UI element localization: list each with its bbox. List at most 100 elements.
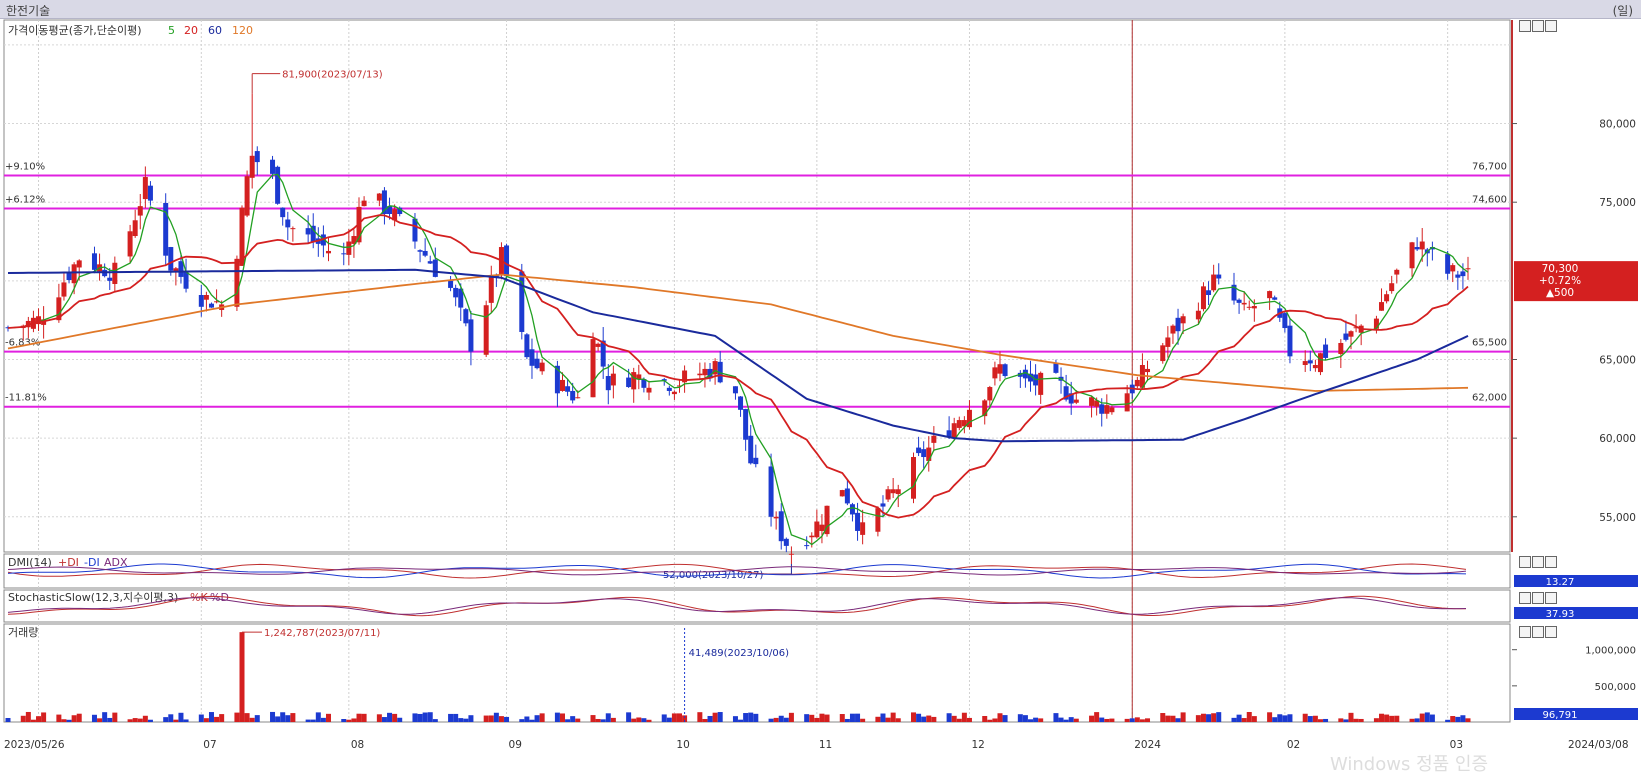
volume-bar — [76, 713, 82, 722]
candle — [524, 334, 530, 358]
x-tick-label: 10 — [676, 739, 689, 751]
volume-bar — [646, 719, 652, 722]
candle — [926, 447, 932, 461]
dmi-plus-label: +DI — [58, 556, 79, 569]
candle — [1379, 302, 1385, 311]
x-tick-label: 2023/05/26 — [4, 739, 65, 751]
stoch-panel-button[interactable] — [1519, 592, 1531, 604]
candle — [1175, 317, 1181, 332]
volume-panel-label: 거래량 — [8, 626, 38, 639]
dmi-minus-label: -DI — [84, 556, 100, 569]
candle — [1241, 302, 1247, 305]
dmi-value-box — [1514, 575, 1638, 587]
volume-bar — [315, 712, 321, 722]
candle — [1160, 345, 1166, 362]
chart-title-bar: 한전기술 (일) — [0, 0, 1641, 19]
volume-bar — [280, 712, 286, 722]
volume-bar — [1307, 716, 1313, 722]
volume-bar — [1073, 718, 1079, 722]
price-tick-label: 55,000 — [1599, 512, 1636, 524]
candle — [1287, 325, 1293, 357]
volume-bar — [1445, 719, 1451, 722]
panel-collapse-button[interactable] — [1519, 20, 1531, 32]
candle — [325, 250, 331, 254]
high-annotation: 81,900(2023/07/13) — [282, 70, 383, 81]
candle — [285, 219, 291, 228]
x-tick-label: 2024/03/08 — [1568, 739, 1629, 751]
volume-bar — [1460, 715, 1466, 722]
candle — [819, 524, 825, 531]
level-line-value: 76,700 — [1472, 161, 1507, 172]
candle — [565, 386, 571, 392]
panel-maximize-button[interactable] — [1532, 20, 1544, 32]
volume-bar — [631, 718, 637, 722]
volume-bar — [432, 719, 438, 722]
candle — [1384, 294, 1390, 302]
volume-bar — [1450, 716, 1456, 722]
candle — [1231, 284, 1237, 301]
candle — [1236, 299, 1242, 303]
volume-panel-button[interactable] — [1519, 626, 1531, 638]
volume-bar — [1389, 715, 1395, 722]
volume-bar — [498, 716, 504, 722]
volume-bar — [1429, 714, 1435, 722]
candle — [1465, 268, 1471, 270]
stoch-panel-label: StochasticSlow(12,3,지수이평,3) — [8, 591, 178, 604]
volume-bar — [707, 715, 713, 722]
dmi-panel-button[interactable] — [1519, 556, 1531, 568]
stoch-panel-button[interactable] — [1532, 592, 1544, 604]
candle — [280, 207, 286, 218]
volume-bar — [559, 713, 565, 722]
dmi-panel-button[interactable] — [1532, 556, 1544, 568]
volume-bar — [483, 715, 489, 722]
volume-bar — [1236, 714, 1242, 722]
volume-bar — [860, 718, 866, 722]
volume-panel-button[interactable] — [1532, 626, 1544, 638]
candle — [173, 268, 179, 272]
candle — [529, 349, 535, 366]
candle — [493, 275, 499, 277]
volume-bar — [1414, 718, 1420, 722]
candle — [682, 370, 688, 383]
candle — [956, 420, 962, 428]
volume-bar — [422, 712, 428, 722]
volume-bar — [819, 713, 825, 722]
candle — [738, 396, 744, 410]
stock-chart[interactable]: +9.10% 76,700 +6.12% 74,600 -6.83% 65,500 -11.… — [0, 18, 1641, 771]
price-tick-label: 80,000 — [1599, 119, 1636, 131]
volume-bar — [214, 716, 220, 722]
candle — [676, 385, 682, 387]
volume-bar — [753, 713, 759, 722]
volume-bar — [636, 717, 642, 722]
volume-bar — [875, 716, 881, 722]
volume-bar — [1089, 715, 1095, 722]
volume-bar — [305, 719, 311, 722]
candle — [1073, 399, 1079, 403]
panel-close-button[interactable] — [1545, 20, 1557, 32]
volume-bar — [127, 719, 133, 722]
candle — [1419, 241, 1425, 250]
dmi-panel-button[interactable] — [1545, 556, 1557, 568]
volume-bar — [1348, 712, 1354, 722]
stoch-d-label: %D — [210, 591, 229, 604]
candle — [961, 420, 967, 427]
candle — [1251, 306, 1257, 309]
candle — [168, 247, 174, 271]
candle — [1094, 400, 1100, 407]
volume-panel-button[interactable] — [1545, 626, 1557, 638]
stoch-panel-button[interactable] — [1545, 592, 1557, 604]
candle — [1206, 290, 1212, 296]
candle — [208, 303, 214, 308]
candle — [1104, 405, 1110, 414]
volume-bar — [1419, 713, 1425, 722]
volume-bar — [178, 712, 184, 722]
volume-bar — [600, 719, 606, 722]
volume-bar — [519, 719, 525, 722]
volume-bar — [463, 718, 469, 722]
volume-bar — [773, 717, 779, 722]
volume-bar — [142, 715, 148, 722]
stoch-value: 37.93 — [1546, 609, 1575, 620]
volume-bar — [346, 719, 352, 722]
candle — [804, 545, 810, 547]
volume-bar — [697, 712, 703, 722]
